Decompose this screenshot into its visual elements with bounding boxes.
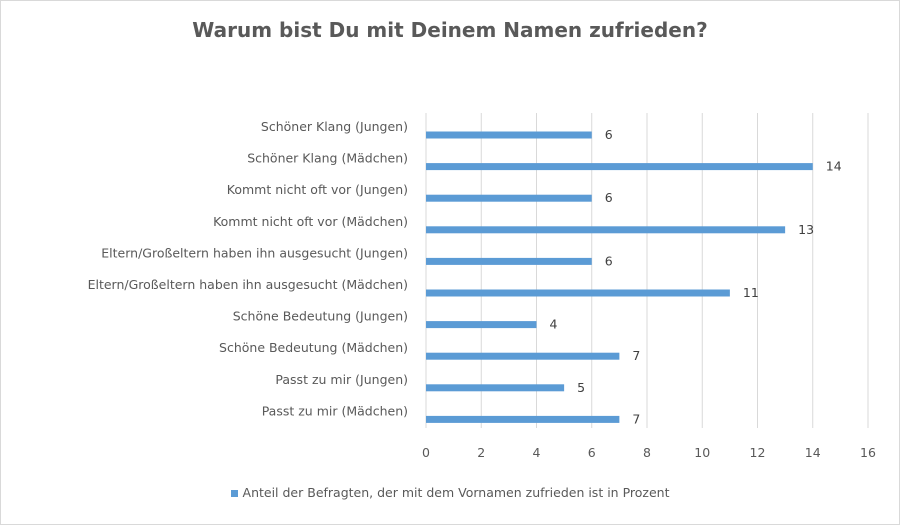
data-label: 7 <box>632 411 640 426</box>
category-label: Eltern/Großeltern haben ihn ausgesucht (… <box>101 245 408 260</box>
x-tick-label: 16 <box>860 445 876 460</box>
data-label: 6 <box>605 190 613 205</box>
category-label: Passt zu mir (Jungen) <box>275 372 408 387</box>
category-label: Eltern/Großeltern haben ihn ausgesucht (… <box>88 277 408 292</box>
category-label: Kommt nicht oft vor (Mädchen) <box>213 214 408 229</box>
bar <box>426 257 592 265</box>
bar <box>426 384 565 392</box>
legend: Anteil der Befragten, der mit dem Vornam… <box>0 485 900 500</box>
bar <box>426 163 813 171</box>
data-label: 4 <box>550 317 558 332</box>
x-tick-label: 10 <box>694 445 710 460</box>
x-tick-label: 6 <box>588 445 596 460</box>
legend-swatch <box>230 490 238 497</box>
category-label: Schöner Klang (Jungen) <box>261 119 408 134</box>
data-label: 6 <box>605 127 613 142</box>
category-label: Kommt nicht oft vor (Jungen) <box>227 182 408 197</box>
category-label: Schöne Bedeutung (Mädchen) <box>219 340 408 355</box>
x-tick-label: 0 <box>422 445 430 460</box>
category-label: Passt zu mir (Mädchen) <box>262 403 408 418</box>
data-label: 6 <box>605 253 613 268</box>
data-label: 5 <box>577 380 585 395</box>
bar <box>426 352 620 360</box>
x-tick-label: 8 <box>643 445 651 460</box>
data-label: 14 <box>826 159 842 174</box>
chart-title: Warum bist Du mit Deinem Namen zufrieden… <box>192 18 708 42</box>
category-label: Schöner Klang (Mädchen) <box>247 151 408 166</box>
data-label: 7 <box>632 348 640 363</box>
bar <box>426 321 537 329</box>
data-label: 11 <box>743 285 759 300</box>
bar <box>426 226 786 234</box>
bar <box>426 415 620 423</box>
x-tick-label: 2 <box>477 445 485 460</box>
x-tick-label: 14 <box>805 445 821 460</box>
category-label: Schöne Bedeutung (Jungen) <box>233 309 408 324</box>
x-tick-label: 12 <box>750 445 766 460</box>
data-label: 13 <box>798 222 814 237</box>
legend-label: Anteil der Befragten, der mit dem Vornam… <box>242 485 670 500</box>
x-tick-label: 4 <box>533 445 541 460</box>
bar <box>426 131 592 139</box>
bar <box>426 194 592 202</box>
bar <box>426 289 730 297</box>
